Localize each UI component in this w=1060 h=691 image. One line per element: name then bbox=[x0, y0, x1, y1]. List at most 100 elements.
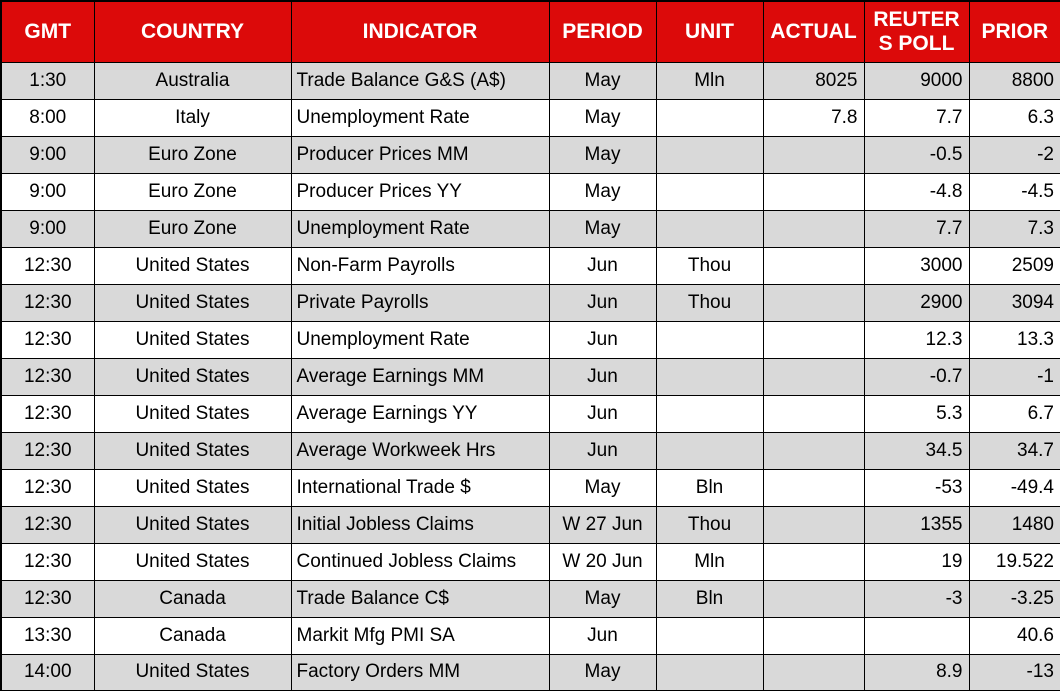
cell-reuters-poll: -53 bbox=[863, 468, 970, 507]
cell-country: United States bbox=[93, 505, 292, 544]
cell-prior: 19.522 bbox=[968, 542, 1060, 581]
cell-indicator: Average Workweek Hrs bbox=[290, 431, 550, 470]
table-row[interactable]: 12:30 United States Average Earnings MM … bbox=[0, 357, 1060, 396]
header-actual: ACTUAL bbox=[762, 0, 865, 63]
cell-indicator: Factory Orders MM bbox=[290, 653, 550, 691]
cell-unit: Bln bbox=[655, 468, 764, 507]
cell-actual bbox=[762, 394, 865, 433]
table-row[interactable]: 12:30 United States Continued Jobless Cl… bbox=[0, 542, 1060, 581]
cell-period: May bbox=[548, 61, 657, 100]
cell-country: United States bbox=[93, 542, 292, 581]
table-row[interactable]: 12:30 United States Average Earnings YY … bbox=[0, 394, 1060, 433]
cell-reuters-poll: 19 bbox=[863, 542, 970, 581]
cell-unit: Mln bbox=[655, 542, 764, 581]
cell-period: Jun bbox=[548, 431, 657, 470]
cell-period: Jun bbox=[548, 394, 657, 433]
cell-gmt: 8:00 bbox=[0, 98, 95, 137]
header-reuters-poll-line2: S POLL bbox=[878, 31, 955, 55]
cell-country: Italy bbox=[93, 98, 292, 137]
cell-unit: Thou bbox=[655, 246, 764, 285]
cell-actual bbox=[762, 579, 865, 618]
cell-actual: 8025 bbox=[762, 61, 865, 100]
cell-gmt: 12:30 bbox=[0, 579, 95, 618]
table-row[interactable]: 8:00 Italy Unemployment Rate May 7.8 7.7… bbox=[0, 98, 1060, 137]
cell-actual bbox=[762, 542, 865, 581]
cell-reuters-poll bbox=[863, 616, 970, 655]
cell-gmt: 9:00 bbox=[0, 209, 95, 248]
cell-prior: 2509 bbox=[968, 246, 1060, 285]
cell-prior: 6.3 bbox=[968, 98, 1060, 137]
cell-reuters-poll: 2900 bbox=[863, 283, 970, 322]
cell-gmt: 14:00 bbox=[0, 653, 95, 691]
table-row[interactable]: 1:30 Australia Trade Balance G&S (A$) Ma… bbox=[0, 61, 1060, 100]
cell-actual bbox=[762, 357, 865, 396]
table-row[interactable]: 12:30 United States Initial Jobless Clai… bbox=[0, 505, 1060, 544]
table-row[interactable]: 12:30 United States Average Workweek Hrs… bbox=[0, 431, 1060, 470]
cell-reuters-poll: 1355 bbox=[863, 505, 970, 544]
table-row[interactable]: 12:30 Canada Trade Balance C$ May Bln -3… bbox=[0, 579, 1060, 618]
cell-unit: Mln bbox=[655, 61, 764, 100]
cell-period: Jun bbox=[548, 616, 657, 655]
cell-reuters-poll: 3000 bbox=[863, 246, 970, 285]
cell-unit bbox=[655, 653, 764, 691]
cell-reuters-poll: 5.3 bbox=[863, 394, 970, 433]
cell-gmt: 12:30 bbox=[0, 542, 95, 581]
cell-period: May bbox=[548, 98, 657, 137]
cell-actual bbox=[762, 283, 865, 322]
cell-actual: 7.8 bbox=[762, 98, 865, 137]
cell-reuters-poll: 12.3 bbox=[863, 320, 970, 359]
cell-period: W 27 Jun bbox=[548, 505, 657, 544]
table-row[interactable]: 12:30 United States Non-Farm Payrolls Ju… bbox=[0, 246, 1060, 285]
table-row[interactable]: 9:00 Euro Zone Producer Prices YY May -4… bbox=[0, 172, 1060, 211]
cell-unit bbox=[655, 209, 764, 248]
cell-actual bbox=[762, 135, 865, 174]
cell-reuters-poll: -0.7 bbox=[863, 357, 970, 396]
table-row[interactable]: 14:00 United States Factory Orders MM Ma… bbox=[0, 653, 1060, 691]
cell-gmt: 13:30 bbox=[0, 616, 95, 655]
table-row[interactable]: 9:00 Euro Zone Producer Prices MM May -0… bbox=[0, 135, 1060, 174]
header-reuters-poll-line1: REUTER bbox=[873, 7, 960, 31]
header-period: PERIOD bbox=[548, 0, 657, 63]
table-row[interactable]: 13:30 Canada Markit Mfg PMI SA Jun 40.6 bbox=[0, 616, 1060, 655]
cell-reuters-poll: -0.5 bbox=[863, 135, 970, 174]
cell-actual bbox=[762, 653, 865, 691]
cell-indicator: Average Earnings YY bbox=[290, 394, 550, 433]
cell-period: May bbox=[548, 579, 657, 618]
table-row[interactable]: 12:30 United States International Trade … bbox=[0, 468, 1060, 507]
cell-prior: 13.3 bbox=[968, 320, 1060, 359]
cell-prior: -49.4 bbox=[968, 468, 1060, 507]
cell-gmt: 12:30 bbox=[0, 320, 95, 359]
cell-country: United States bbox=[93, 468, 292, 507]
cell-prior: -2 bbox=[968, 135, 1060, 174]
table-row[interactable]: 12:30 United States Private Payrolls Jun… bbox=[0, 283, 1060, 322]
cell-actual bbox=[762, 320, 865, 359]
cell-gmt: 12:30 bbox=[0, 505, 95, 544]
cell-unit bbox=[655, 357, 764, 396]
cell-prior: 34.7 bbox=[968, 431, 1060, 470]
cell-reuters-poll: 8.9 bbox=[863, 653, 970, 691]
cell-reuters-poll: 34.5 bbox=[863, 431, 970, 470]
cell-period: May bbox=[548, 135, 657, 174]
cell-gmt: 12:30 bbox=[0, 431, 95, 470]
header-country: COUNTRY bbox=[93, 0, 292, 63]
cell-indicator: Unemployment Rate bbox=[290, 98, 550, 137]
cell-period: Jun bbox=[548, 357, 657, 396]
cell-gmt: 9:00 bbox=[0, 135, 95, 174]
cell-period: Jun bbox=[548, 320, 657, 359]
cell-gmt: 12:30 bbox=[0, 394, 95, 433]
cell-country: Australia bbox=[93, 61, 292, 100]
cell-unit bbox=[655, 320, 764, 359]
table-row[interactable]: 9:00 Euro Zone Unemployment Rate May 7.7… bbox=[0, 209, 1060, 248]
cell-gmt: 9:00 bbox=[0, 172, 95, 211]
cell-indicator: Continued Jobless Claims bbox=[290, 542, 550, 581]
cell-country: United States bbox=[93, 246, 292, 285]
cell-prior: 8800 bbox=[968, 61, 1060, 100]
cell-prior: 6.7 bbox=[968, 394, 1060, 433]
cell-indicator: Trade Balance C$ bbox=[290, 579, 550, 618]
cell-unit: Thou bbox=[655, 505, 764, 544]
cell-indicator: Unemployment Rate bbox=[290, 320, 550, 359]
cell-actual bbox=[762, 616, 865, 655]
cell-actual bbox=[762, 431, 865, 470]
table-row[interactable]: 12:30 United States Unemployment Rate Ju… bbox=[0, 320, 1060, 359]
